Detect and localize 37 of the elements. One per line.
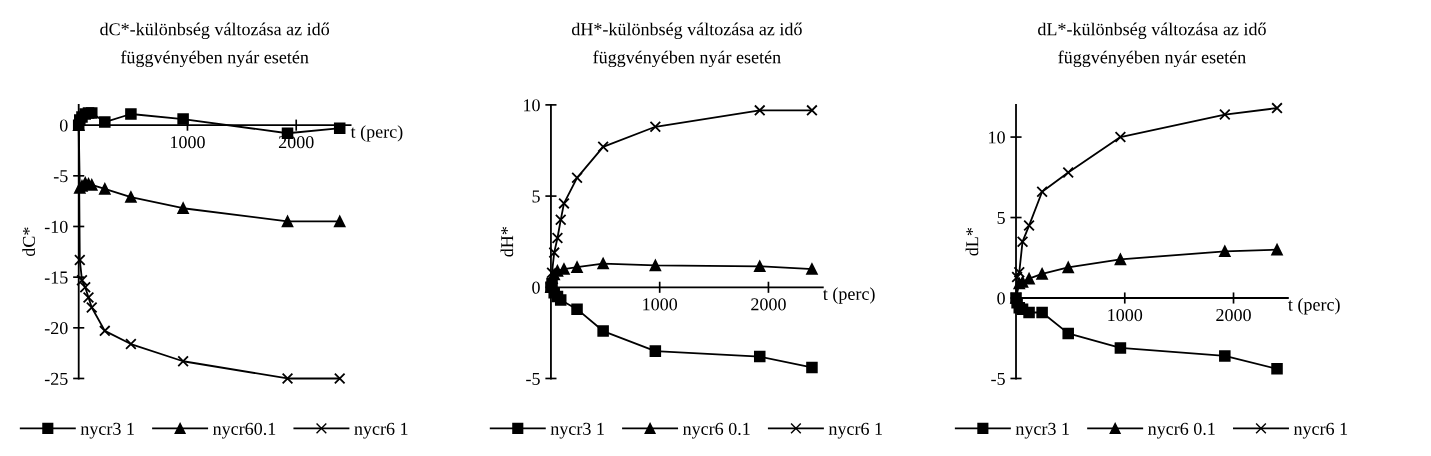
x-axis-title: t (perc) xyxy=(350,125,403,142)
x-tick-label: 2000 xyxy=(751,298,786,311)
y-tick-label: -10 xyxy=(44,220,68,233)
x-axis-title: t (perc) xyxy=(1288,298,1340,315)
y-tick-label: 5 xyxy=(532,190,540,203)
y-tick-label: 10 xyxy=(989,131,1005,144)
y-tick-label: -5 xyxy=(53,170,68,183)
chart-title: dH*-különbség változása az idő függvényében nyár esetén xyxy=(571,22,802,68)
x-tick-label: 1000 xyxy=(170,136,205,149)
y-tick-label: -25 xyxy=(44,372,68,385)
legend-label: nycr6 0.1 xyxy=(1148,422,1215,439)
legend-label: nycr3 1 xyxy=(1015,422,1069,439)
y-tick-label: 0 xyxy=(59,119,68,132)
legend-label: nycr6 1 xyxy=(1293,422,1348,439)
y-axis-title: dL* xyxy=(965,228,979,256)
y-tick-label: -15 xyxy=(44,271,68,284)
x-tick-label: 2000 xyxy=(1216,308,1251,322)
legend-label: nycr3 1 xyxy=(550,422,604,439)
legend-label: nycr6 1 xyxy=(828,422,882,439)
y-tick-label: -5 xyxy=(526,372,540,385)
legend-label: nycr6 0.1 xyxy=(682,422,750,439)
legend-label: nycr60.1 xyxy=(213,422,276,439)
y-tick-label: 5 xyxy=(997,211,1005,224)
y-tick-label: 10 xyxy=(524,99,540,112)
y-axis-title: dC* xyxy=(22,227,35,257)
y-tick-label: -5 xyxy=(991,372,1005,385)
chart-title: dC*-különbség változása az idő függvényében nyár esetén xyxy=(100,22,330,68)
chart-title: dL*-különbség változása az idő függvényében nyár esetén xyxy=(1038,22,1266,68)
x-axis-title: t (perc) xyxy=(823,287,875,304)
y-tick-label: 0 xyxy=(532,281,540,294)
y-tick-label: 0 xyxy=(997,292,1005,305)
x-tick-label: 1000 xyxy=(643,298,678,311)
legend-label: nycr6 1 xyxy=(354,422,408,439)
y-tick-label: -20 xyxy=(44,322,68,335)
legend-label: nycr3 1 xyxy=(80,422,134,439)
x-tick-label: 1000 xyxy=(1108,308,1143,322)
y-axis-title: dH* xyxy=(500,227,514,257)
